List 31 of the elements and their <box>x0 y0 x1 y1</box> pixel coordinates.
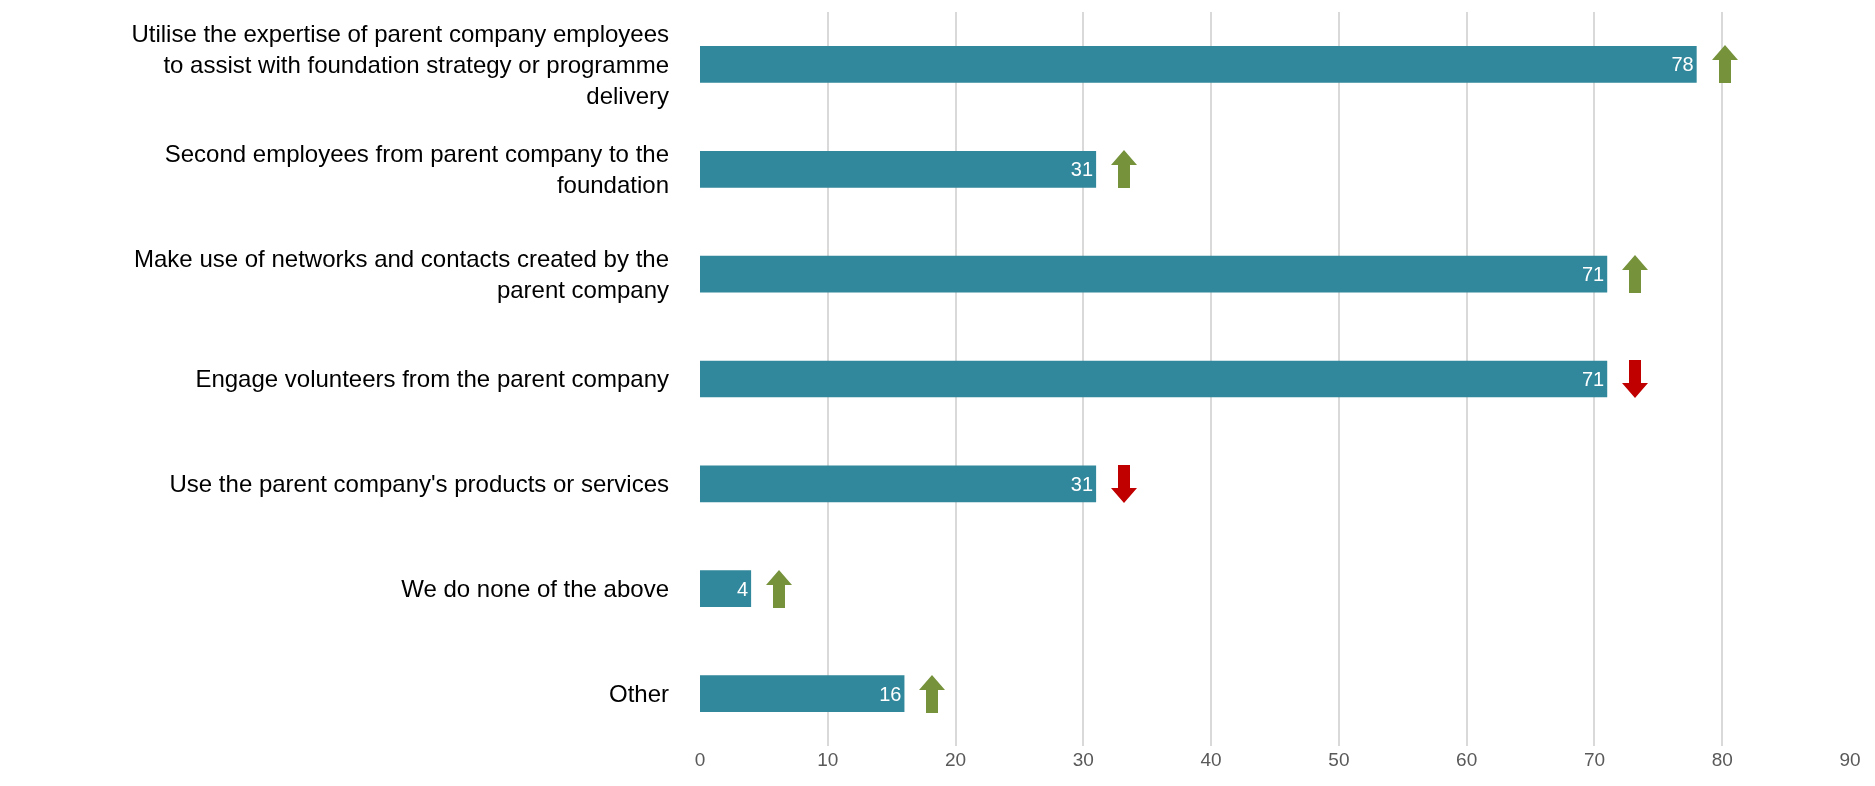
bar <box>700 255 1608 293</box>
bar <box>700 360 1608 398</box>
y-tick-label: Use the parent company's products or services <box>169 470 669 498</box>
bar <box>700 46 1697 83</box>
data-label: 31 <box>1070 158 1094 181</box>
x-tick-label: 30 <box>1072 749 1094 770</box>
y-tick-label: Engage volunteers from the parent company <box>195 365 669 393</box>
data-label: 4 <box>736 577 749 600</box>
bar <box>700 150 1097 188</box>
x-tick-label: 50 <box>1328 749 1350 770</box>
x-tick-label: 0 <box>694 749 706 770</box>
x-tick-label: 70 <box>1583 749 1606 770</box>
x-tick-label: 10 <box>817 749 839 770</box>
y-tick-label: Make use of networks and contacts created by the parent company <box>134 244 669 304</box>
bar <box>700 570 752 608</box>
x-tick-label: 40 <box>1200 749 1222 770</box>
x-tick-label: 20 <box>944 749 967 770</box>
data-label: 16 <box>879 682 902 705</box>
data-label: 78 <box>1671 53 1694 76</box>
data-label: 71 <box>1581 368 1605 390</box>
y-tick-label: Second employees from parent company to the foundation <box>164 140 669 199</box>
data-label: 31 <box>1070 472 1094 495</box>
y-tick-label: Other <box>608 679 669 707</box>
data-label: 71 <box>1581 263 1605 286</box>
x-tick-label: 90 <box>1839 749 1861 770</box>
y-tick-label: Utilise the expertise of parent company employees to assist with foundation strategy or programme delivery <box>131 19 669 110</box>
x-tick-label: 60 <box>1456 749 1478 770</box>
bar <box>700 675 905 712</box>
bar <box>700 465 1097 503</box>
x-tick-label: 80 <box>1711 749 1733 770</box>
y-tick-label: We do none of the above <box>401 575 669 603</box>
